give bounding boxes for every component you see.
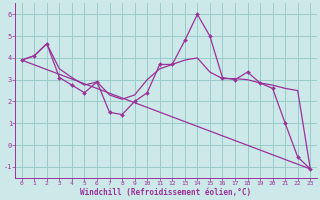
X-axis label: Windchill (Refroidissement éolien,°C): Windchill (Refroidissement éolien,°C) (80, 188, 252, 197)
